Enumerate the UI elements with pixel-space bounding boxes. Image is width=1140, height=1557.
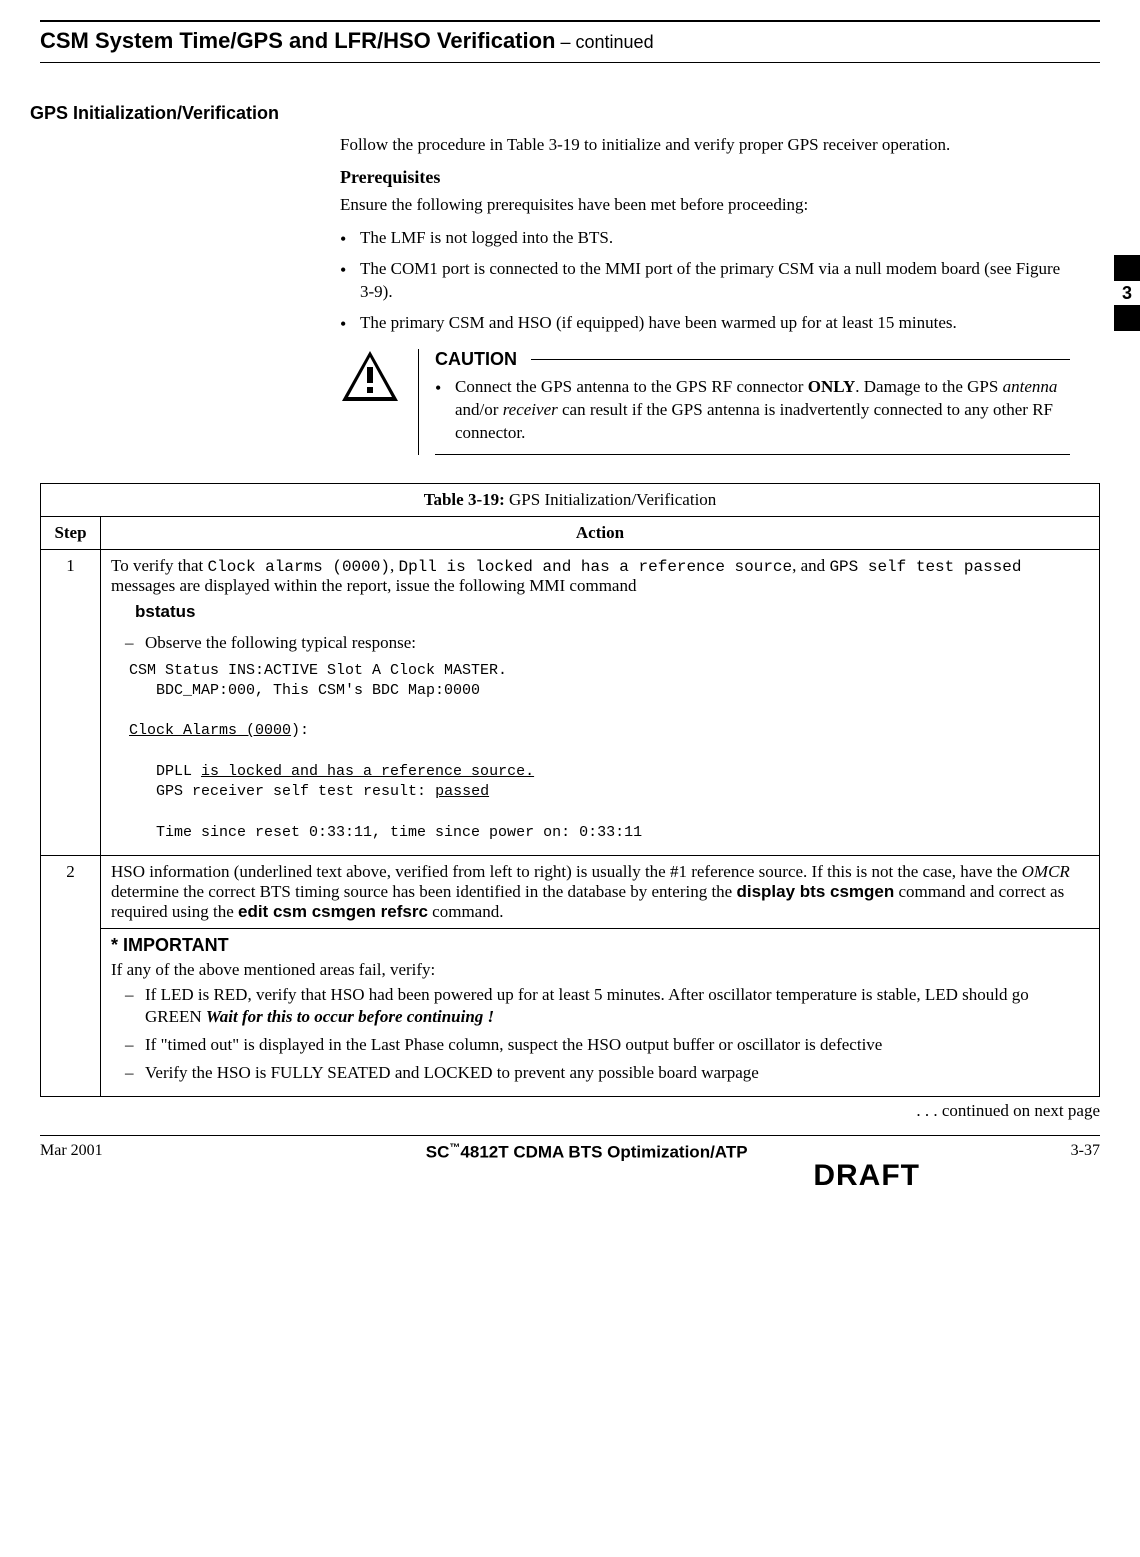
response-block: CSM Status INS:ACTIVE Slot A Clock MASTE… [129, 661, 1089, 843]
list-item: The primary CSM and HSO (if equipped) ha… [340, 312, 1070, 335]
procedure-table: Table 3-19: GPS Initialization/Verificat… [40, 483, 1100, 1097]
caution-title: CAUTION [435, 349, 531, 370]
list-item: Verify the HSO is FULLY SEATED and LOCKE… [125, 1062, 1089, 1084]
section-heading: GPS Initialization/Verification [30, 103, 1100, 124]
important-block: * IMPORTANT If any of the above mentione… [101, 928, 1100, 1096]
command: bstatus [135, 602, 1089, 622]
list-item: If "timed out" is displayed in the Last … [125, 1034, 1089, 1056]
column-header-action: Action [101, 517, 1100, 550]
list-item: The LMF is not logged into the BTS. [340, 227, 1070, 250]
step-number: 2 [41, 855, 101, 1096]
draft-watermark: DRAFT [40, 1159, 920, 1193]
observe-item: Observe the following typical response: [125, 632, 1089, 654]
column-header-step: Step [41, 517, 101, 550]
caution-text: Connect the GPS antenna to the GPS RF co… [435, 376, 1070, 445]
header-continued: – continued [556, 32, 654, 52]
caution-box: CAUTION Connect the GPS antenna to the G… [340, 349, 1070, 456]
page-header: CSM System Time/GPS and LFR/HSO Verifica… [40, 28, 1100, 54]
page-footer: Mar 2001 SC™4812T CDMA BTS Optimization/… [40, 1142, 1100, 1163]
prereq-list: The LMF is not logged into the BTS. The … [340, 227, 1070, 335]
step-number: 1 [41, 550, 101, 855]
caution-icon [340, 349, 400, 456]
table-title: Table 3-19: GPS Initialization/Verificat… [41, 484, 1100, 517]
important-intro: If any of the above mentioned areas fail… [111, 960, 1089, 980]
table-row: 2 HSO information (underlined text above… [41, 855, 1100, 928]
header-title: CSM System Time/GPS and LFR/HSO Verifica… [40, 28, 556, 53]
chapter-tab: 3 [1114, 255, 1140, 331]
table-row: * IMPORTANT If any of the above mentione… [41, 928, 1100, 1096]
list-item: The COM1 port is connected to the MMI po… [340, 258, 1070, 304]
step-action: To verify that Clock alarms (0000), Dpll… [101, 550, 1100, 855]
intro-paragraph: Follow the procedure in Table 3-19 to in… [340, 134, 1070, 157]
footer-date: Mar 2001 [40, 1142, 103, 1160]
prereq-heading: Prerequisites [340, 167, 1070, 188]
footer-page: 3-37 [1071, 1142, 1100, 1160]
important-heading: * IMPORTANT [111, 935, 1089, 956]
continued-label: . . . continued on next page [40, 1101, 1100, 1121]
step-action: HSO information (underlined text above, … [101, 855, 1100, 928]
list-item: If LED is RED, verify that HSO had been … [125, 984, 1089, 1028]
footer-title: SC™4812T CDMA BTS Optimization/ATP [103, 1142, 1071, 1163]
chapter-number: 3 [1114, 281, 1140, 305]
table-row: 1 To verify that Clock alarms (0000), Dp… [41, 550, 1100, 855]
prereq-intro: Ensure the following prerequisites have … [340, 194, 1070, 217]
